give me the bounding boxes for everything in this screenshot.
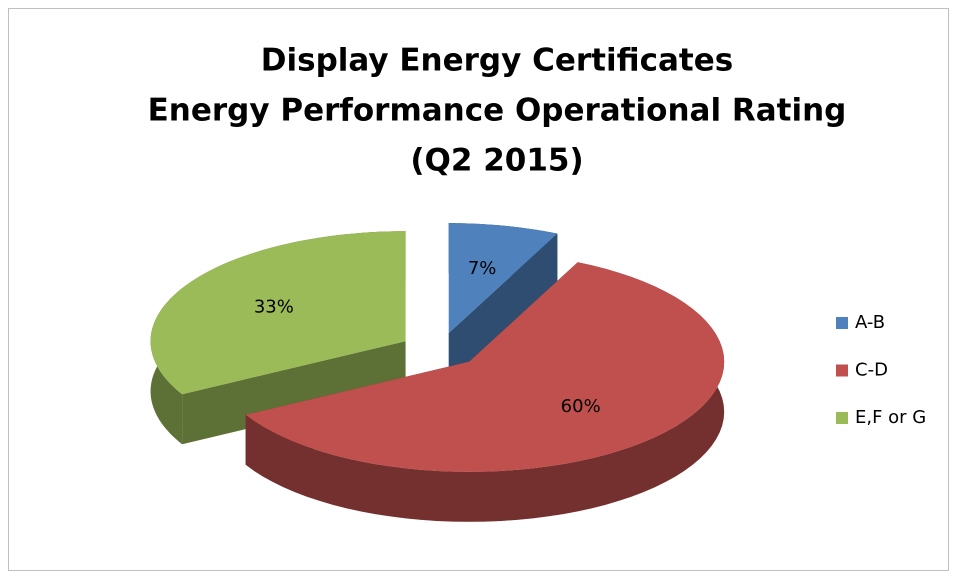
slice-radial-wall-shade [182, 341, 406, 445]
pie-slice [448, 223, 558, 384]
legend-label: A-B [855, 312, 885, 333]
slice-top [245, 262, 725, 472]
slice-outer-wall [245, 262, 725, 522]
legend-swatch [836, 364, 848, 377]
pie-slice [245, 262, 725, 522]
title-line: Energy Performance Operational Rating [148, 93, 847, 129]
data-label: 60% [561, 396, 601, 417]
legend: A-B C-D E,F or G [836, 312, 926, 428]
pie-slice [150, 231, 406, 445]
pie: 7% 33% 60% [150, 223, 725, 522]
title-line: Display Energy Certificates [261, 43, 733, 79]
slice-top [150, 231, 406, 395]
title-line: (Q2 2015) [410, 143, 583, 179]
legend-swatch [836, 317, 848, 329]
slice-outer-wall-shade [245, 262, 725, 522]
data-label: 7% [468, 258, 497, 279]
chart-title: Display Energy Certificates Energy Perfor… [148, 43, 847, 179]
legend-label: C-D [855, 360, 888, 381]
slice-radial-wall [182, 341, 406, 445]
data-label: 33% [254, 297, 294, 318]
legend-label: E,F or G [855, 407, 926, 428]
slice-top [448, 223, 558, 334]
legend-swatch [836, 412, 848, 424]
